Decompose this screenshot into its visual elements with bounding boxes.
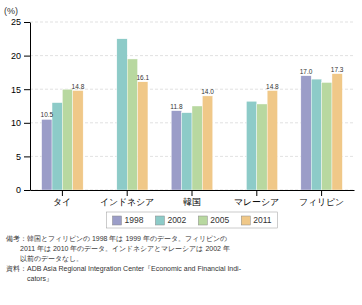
legend-label: 2011: [253, 215, 272, 225]
bar: [117, 39, 127, 190]
x-tick-mark: [127, 190, 128, 196]
x-tick-mark: [321, 190, 322, 196]
y-tick-label: 15: [11, 85, 21, 95]
x-tick-mark: [192, 190, 193, 196]
y-tick: 5: [16, 152, 30, 162]
bar: [267, 91, 277, 190]
y-tick-label: 5: [16, 152, 21, 162]
legend-swatch: [112, 216, 121, 225]
legend-item: 2005: [198, 215, 229, 225]
footnote: 備考：韓国とフィリピンの 1998 年は 1999 年のデータ。フィリピンの: [6, 235, 227, 243]
bar: [257, 104, 267, 190]
plot-area: 0 5 10 15 20 25 タイ インドネシア 韓国 マレーシア フィリピン 10.5 11.8 17…: [11, 17, 355, 207]
bar: [322, 82, 332, 190]
footnote: cators』: [6, 275, 53, 282]
legend-swatch: [198, 216, 207, 225]
grid-line: [30, 55, 354, 56]
legend-swatch: [155, 216, 164, 225]
data-label: 17.3: [331, 66, 344, 73]
legend-label: 2005: [210, 215, 229, 225]
data-label: 17.0: [300, 68, 313, 75]
data-labels: 10.5 11.8 17.0 14.8 16.1 14.0 14.8 17.3: [41, 66, 344, 119]
y-tick: 20: [11, 51, 30, 61]
bar: [332, 74, 342, 190]
bar: [73, 91, 83, 190]
legend-label: 1998: [124, 215, 143, 225]
footnote: 2011 年は 2010 年のデータ。インドネシアとマレーシアは 2002 年: [6, 245, 230, 253]
bar: [42, 119, 52, 190]
y-tick: 25: [11, 17, 30, 27]
y-tick-mark: [24, 190, 30, 191]
x-tick: マレーシア: [234, 190, 279, 207]
data-label: 14.8: [72, 83, 85, 90]
y-tick-label: 10: [11, 118, 21, 128]
bar: [301, 76, 311, 190]
y-tick-mark: [24, 22, 30, 23]
x-tick-mark: [256, 190, 257, 196]
y-tick-mark: [24, 156, 30, 157]
x-tick-label: フィリピン: [299, 197, 344, 207]
data-label: 10.5: [41, 111, 54, 118]
legend-label: 2002: [167, 215, 186, 225]
x-tick: インドネシア: [100, 190, 154, 207]
x-tick-label: インドネシア: [100, 197, 154, 207]
data-label: 14.8: [266, 83, 279, 90]
chart: 0 5 10 15 20 25 タイ インドネシア 韓国 マレーシア フィリピン 10.5 11.8 17…: [0, 0, 362, 305]
y-tick-mark: [24, 56, 30, 57]
bar: [171, 111, 181, 190]
data-label: 14.0: [201, 88, 214, 95]
x-tick-label: マレーシア: [234, 197, 279, 207]
y-tick: 10: [11, 118, 30, 128]
legend-swatch: [241, 216, 250, 225]
x-tick-label: タイ: [53, 197, 71, 207]
y-axis-label: (%): [4, 6, 18, 16]
y-tick-label: 20: [11, 51, 21, 61]
legend-item: 2011: [241, 215, 272, 225]
bar: [62, 89, 72, 190]
legend-item: 2002: [155, 215, 186, 225]
y-tick: 0: [16, 185, 30, 195]
grid-line: [30, 22, 354, 23]
legend-item: 1998: [112, 215, 143, 225]
x-tick: 韓国: [183, 190, 201, 207]
bar: [311, 79, 321, 190]
legend: 1998 2002 2005 2011: [106, 212, 277, 228]
x-tick-mark: [62, 190, 63, 196]
y-tick-mark: [24, 123, 30, 124]
bar: [192, 106, 202, 190]
x-tick-label: 韓国: [183, 197, 201, 207]
footnote: 以前のデータなし。: [6, 255, 83, 263]
footnotes: 備考：韓国とフィリピンの 1998 年は 1999 年のデータ。フィリピンの 2…: [6, 235, 242, 282]
y-tick-mark: [24, 89, 30, 90]
bars: [42, 39, 343, 190]
grid: [30, 22, 354, 190]
footnote: 資料：ADB Asia Regional Integration Center『…: [6, 265, 242, 273]
bar: [202, 96, 212, 190]
bar: [52, 103, 62, 190]
legend-frame: [106, 212, 277, 228]
data-label: 16.1: [136, 74, 149, 81]
bar: [182, 113, 192, 190]
x-tick: フィリピン: [299, 190, 344, 207]
data-label: 11.8: [170, 103, 183, 110]
bar: [138, 82, 148, 190]
y-axis-line: [30, 23, 31, 191]
y-tick-label: 25: [11, 17, 21, 27]
y-tick: 15: [11, 85, 30, 95]
y-tick-label: 0: [16, 185, 21, 195]
bar: [246, 101, 256, 190]
x-tick: タイ: [53, 190, 71, 207]
y-axis: 0 5 10 15 20 25: [11, 17, 31, 195]
x-axis: タイ インドネシア 韓国 マレーシア フィリピン: [31, 190, 355, 207]
